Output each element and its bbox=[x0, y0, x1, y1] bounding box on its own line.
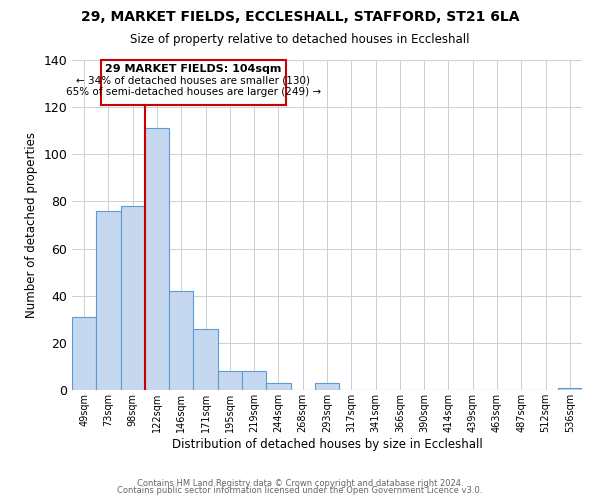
Bar bbox=[96, 211, 121, 390]
Bar bbox=[145, 128, 169, 390]
Bar bbox=[242, 371, 266, 390]
Y-axis label: Number of detached properties: Number of detached properties bbox=[25, 132, 38, 318]
Text: 29, MARKET FIELDS, ECCLESHALL, STAFFORD, ST21 6LA: 29, MARKET FIELDS, ECCLESHALL, STAFFORD,… bbox=[81, 10, 519, 24]
Text: Size of property relative to detached houses in Eccleshall: Size of property relative to detached ho… bbox=[130, 32, 470, 46]
Text: 29 MARKET FIELDS: 104sqm: 29 MARKET FIELDS: 104sqm bbox=[105, 64, 281, 74]
Bar bbox=[558, 388, 582, 390]
Text: 65% of semi-detached houses are larger (249) →: 65% of semi-detached houses are larger (… bbox=[66, 87, 321, 97]
Text: Contains public sector information licensed under the Open Government Licence v3: Contains public sector information licen… bbox=[118, 486, 482, 495]
Bar bbox=[121, 206, 145, 390]
Bar bbox=[193, 328, 218, 390]
Text: Contains HM Land Registry data © Crown copyright and database right 2024.: Contains HM Land Registry data © Crown c… bbox=[137, 478, 463, 488]
Bar bbox=[266, 383, 290, 390]
Text: ← 34% of detached houses are smaller (130): ← 34% of detached houses are smaller (13… bbox=[76, 76, 310, 86]
Bar bbox=[218, 371, 242, 390]
X-axis label: Distribution of detached houses by size in Eccleshall: Distribution of detached houses by size … bbox=[172, 438, 482, 450]
FancyBboxPatch shape bbox=[101, 60, 286, 105]
Bar bbox=[169, 291, 193, 390]
Bar bbox=[315, 383, 339, 390]
Bar bbox=[72, 317, 96, 390]
